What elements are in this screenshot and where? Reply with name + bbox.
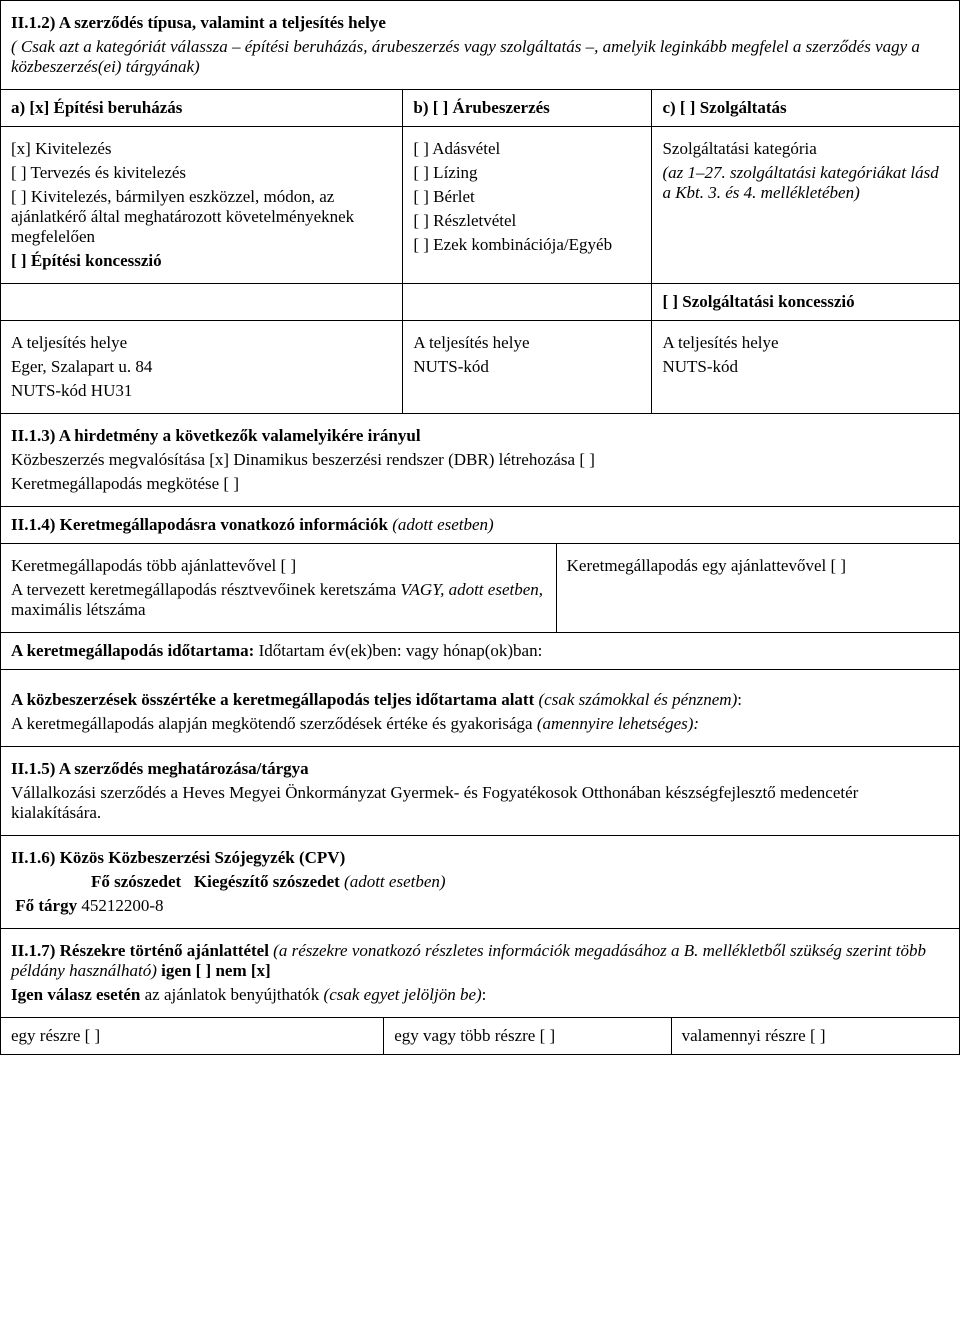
- contract-type-body-row: [x] Kivitelezés [ ] Tervezés és kivitele…: [0, 127, 960, 284]
- col-a-item: [x] Kivitelezés: [11, 139, 392, 159]
- place-b-l1: A teljesítés helye: [413, 333, 641, 353]
- col-c-header-cell: c) [ ] Szolgáltatás: [652, 90, 959, 126]
- section-ii-1-2-title: II.1.2) A szerződés típusa, valamint a t…: [11, 13, 386, 32]
- szolg-koncesszio-row: [ ] Szolgáltatási koncesszió: [0, 284, 960, 321]
- col-c-line1: Szolgáltatási kategória: [662, 139, 949, 159]
- section-ii-1-2-note: ( Csak azt a kategóriát válassza – építé…: [11, 37, 920, 76]
- col-b-header: b) [ ] Árubeszerzés: [413, 98, 549, 117]
- col-a-item: [ ] Kivitelezés, bármilyen eszközzel, mó…: [11, 187, 392, 247]
- opt-a: egy részre [ ]: [11, 1026, 100, 1045]
- cpv-h1: Fő szószedet: [91, 872, 181, 891]
- col-b-header-cell: b) [ ] Árubeszerzés: [403, 90, 652, 126]
- section-ii-1-4-right: Keretmegállapodás egy ajánlattevővel [ ]: [557, 544, 959, 632]
- keret-left-l2: A tervezett keretmegállapodás résztvevői…: [11, 580, 546, 620]
- opt-c-cell: valamennyi részre [ ]: [672, 1018, 959, 1054]
- section-ii-1-7: II.1.7) Részekre történő ajánlattétel (a…: [0, 929, 960, 1018]
- section-ii-1-4-header: II.1.4) Keretmegállapodásra vonatkozó in…: [0, 507, 960, 544]
- place-a-cell: A teljesítés helye Eger, Szalapart u. 84…: [1, 321, 403, 413]
- cpv-row-label: Fő tárgy: [15, 896, 77, 915]
- contract-type-header-row: a) [x] Építési beruházás b) [ ] Árubesze…: [0, 90, 960, 127]
- duration-rest: Időtartam év(ek)ben: vagy hónap(ok)ban:: [259, 641, 543, 660]
- place-c-cell: A teljesítés helye NUTS-kód: [652, 321, 959, 413]
- opt-a-cell: egy részre [ ]: [1, 1018, 384, 1054]
- col-a-body: [x] Kivitelezés [ ] Tervezés és kivitele…: [1, 127, 403, 283]
- section-ii-1-7-l2-bold: Igen válasz esetén: [11, 985, 145, 1004]
- keret-left-l2a: A tervezett keretmegállapodás résztvevői…: [11, 580, 400, 599]
- col-a-item: [ ] Építési koncesszió: [11, 251, 392, 271]
- col-a-header-cell: a) [x] Építési beruházás: [1, 90, 403, 126]
- section-ii-1-4-row: Keretmegállapodás több ajánlattevővel [ …: [0, 544, 960, 633]
- cpv-h2-italic: (adott esetben): [344, 872, 446, 891]
- section-ii-1-4-duration: A keretmegállapodás időtartama: Időtarta…: [0, 633, 960, 670]
- col-c-line2: (az 1–27. szolgáltatási kategóriákat lás…: [662, 163, 938, 202]
- section-ii-1-5-title: II.1.5) A szerződés meghatározása/tárgya: [11, 759, 309, 778]
- place-a-l1: A teljesítés helye: [11, 333, 392, 353]
- col-c-header: c) [ ] Szolgáltatás: [662, 98, 786, 117]
- col-a-item: [ ] Tervezés és kivitelezés: [11, 163, 392, 183]
- empty-cell: [1, 284, 403, 320]
- section-ii-1-6-title: II.1.6) Közös Közbeszerzési Szójegyzék (…: [11, 848, 345, 867]
- section-ii-1-3: II.1.3) A hirdetmény a következők valame…: [0, 414, 960, 507]
- section-ii-1-4-title-italic: (adott esetben): [392, 515, 494, 534]
- place-b-l2: NUTS-kód: [413, 357, 641, 377]
- cpv-h2: Kiegészítő szószedet: [194, 872, 344, 891]
- section-ii-1-4-left: Keretmegállapodás több ajánlattevővel [ …: [1, 544, 557, 632]
- place-c-l2: NUTS-kód: [662, 357, 949, 377]
- total-colon: :: [737, 690, 742, 709]
- empty-cell: [403, 284, 652, 320]
- freq-b: (amennyire lehetséges):: [537, 714, 699, 733]
- section-ii-1-2-header: II.1.2) A szerződés típusa, valamint a t…: [0, 0, 960, 90]
- section-ii-1-5-body: Vállalkozási szerződés a Heves Megyei Ön…: [11, 783, 949, 823]
- col-b-item: [ ] Adásvétel: [413, 139, 641, 159]
- szolg-koncesszio-label: [ ] Szolgáltatási koncesszió: [662, 292, 854, 311]
- section-ii-1-3-l1: Közbeszerzés megvalósítása [x] Dinamikus…: [11, 450, 949, 470]
- keret-right-l1: Keretmegállapodás egy ajánlattevővel [ ]: [567, 556, 949, 576]
- opt-c: valamennyi részre [ ]: [682, 1026, 826, 1045]
- keret-left-l2b: VAGY, adott esetben,: [400, 580, 543, 599]
- section-ii-1-7-title-bold: II.1.7) Részekre történő ajánlattétel: [11, 941, 273, 960]
- place-c-l1: A teljesítés helye: [662, 333, 949, 353]
- col-b-body: [ ] Adásvétel [ ] Lízing [ ] Bérlet [ ] …: [403, 127, 652, 283]
- keret-left-l2c: maximális létszáma: [11, 600, 146, 619]
- duration-bold: A keretmegállapodás időtartama:: [11, 641, 259, 660]
- section-ii-1-7-options: egy részre [ ] egy vagy több részre [ ] …: [0, 1018, 960, 1055]
- col-b-item: [ ] Bérlet: [413, 187, 641, 207]
- keret-left-l1: Keretmegállapodás több ajánlattevővel [ …: [11, 556, 546, 576]
- section-ii-1-6: II.1.6) Közös Közbeszerzési Szójegyzék (…: [0, 836, 960, 929]
- freq-a: A keretmegállapodás alapján megkötendő s…: [11, 714, 537, 733]
- place-a-l2: Eger, Szalapart u. 84: [11, 357, 392, 377]
- cpv-row-value: 45212200-8: [81, 896, 163, 915]
- place-row: A teljesítés helye Eger, Szalapart u. 84…: [0, 321, 960, 414]
- col-a-header: a) [x] Építési beruházás: [11, 98, 182, 117]
- col-b-item: [ ] Ezek kombinációja/Egyéb: [413, 235, 641, 255]
- section-ii-1-7-title-end: igen [ ] nem [x]: [157, 961, 271, 980]
- col-c-body: Szolgáltatási kategória (az 1–27. szolgá…: [652, 127, 959, 283]
- col-b-item: [ ] Részletvétel: [413, 211, 641, 231]
- section-ii-1-3-l2: Keretmegállapodás megkötése [ ]: [11, 474, 949, 494]
- total-italic: (csak számokkal és pénznem): [539, 690, 738, 709]
- section-ii-1-5: II.1.5) A szerződés meghatározása/tárgya…: [0, 747, 960, 836]
- place-b-cell: A teljesítés helye NUTS-kód: [403, 321, 652, 413]
- section-ii-1-7-l2-italic: (csak egyet jelöljön be): [324, 985, 482, 1004]
- place-a-l3: NUTS-kód HU31: [11, 381, 392, 401]
- opt-b: egy vagy több részre [ ]: [394, 1026, 555, 1045]
- total-bold: A közbeszerzések összértéke a keretmegál…: [11, 690, 539, 709]
- section-ii-1-7-l2-colon: :: [482, 985, 487, 1004]
- opt-b-cell: egy vagy több részre [ ]: [384, 1018, 671, 1054]
- section-ii-1-3-title: II.1.3) A hirdetmény a következők valame…: [11, 426, 421, 445]
- section-ii-1-4-title-bold: II.1.4) Keretmegállapodásra vonatkozó in…: [11, 515, 392, 534]
- szolg-koncesszio-cell: [ ] Szolgáltatási koncesszió: [652, 284, 959, 320]
- section-ii-1-4-total: A közbeszerzések összértéke a keretmegál…: [0, 670, 960, 747]
- section-ii-1-7-l2-rest: az ajánlatok benyújthatók: [145, 985, 324, 1004]
- col-b-item: [ ] Lízing: [413, 163, 641, 183]
